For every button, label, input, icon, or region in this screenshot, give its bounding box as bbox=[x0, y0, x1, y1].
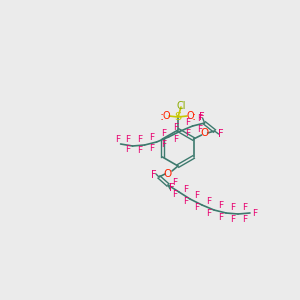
Text: F: F bbox=[197, 125, 202, 134]
Text: O: O bbox=[162, 111, 170, 121]
Text: :: : bbox=[160, 110, 164, 124]
Text: F: F bbox=[185, 118, 190, 127]
Text: F: F bbox=[137, 146, 142, 155]
Text: F: F bbox=[173, 124, 178, 133]
Text: F: F bbox=[185, 129, 190, 138]
Text: F: F bbox=[151, 170, 157, 180]
Text: F: F bbox=[230, 215, 236, 224]
Text: O: O bbox=[186, 111, 194, 121]
Text: F: F bbox=[199, 112, 204, 122]
Text: F: F bbox=[172, 178, 177, 187]
Text: F: F bbox=[161, 140, 166, 149]
Text: F: F bbox=[125, 134, 130, 143]
Text: O: O bbox=[200, 128, 209, 138]
Text: F: F bbox=[194, 203, 200, 212]
Text: F: F bbox=[183, 185, 188, 194]
Text: F: F bbox=[252, 208, 258, 217]
Text: F: F bbox=[115, 134, 120, 143]
Text: F: F bbox=[173, 134, 178, 143]
Text: Cl: Cl bbox=[176, 101, 186, 111]
Text: F: F bbox=[197, 114, 202, 123]
Text: F: F bbox=[230, 203, 236, 212]
Text: F: F bbox=[206, 209, 211, 218]
Text: F: F bbox=[161, 129, 166, 138]
Text: F: F bbox=[242, 215, 247, 224]
Text: S: S bbox=[174, 112, 182, 122]
Text: F: F bbox=[137, 135, 142, 144]
Text: F: F bbox=[149, 144, 154, 153]
Text: F: F bbox=[183, 197, 188, 206]
Text: F: F bbox=[218, 213, 224, 222]
Text: F: F bbox=[194, 191, 200, 200]
Text: F: F bbox=[242, 203, 247, 212]
Text: F: F bbox=[218, 129, 224, 139]
Text: :: : bbox=[192, 110, 196, 124]
Text: F: F bbox=[206, 197, 211, 206]
Text: F: F bbox=[149, 133, 154, 142]
Text: F: F bbox=[125, 146, 130, 154]
Text: F: F bbox=[172, 190, 177, 199]
Text: F: F bbox=[169, 183, 175, 193]
Text: O: O bbox=[163, 169, 171, 179]
Text: F: F bbox=[218, 201, 224, 210]
